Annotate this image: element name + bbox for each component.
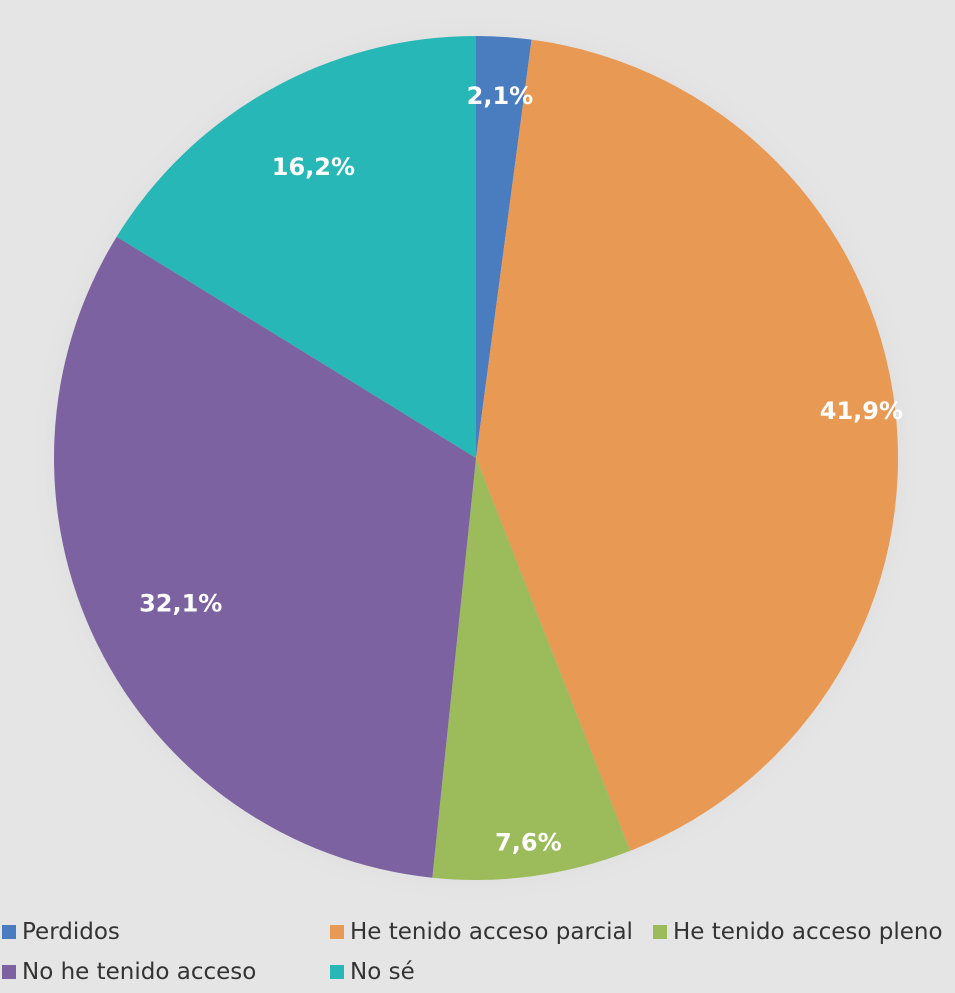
pie-slice-5	[116, 36, 477, 458]
legend-label: No sé	[350, 959, 415, 985]
pie-slice-2	[476, 39, 898, 851]
legend-swatch	[330, 965, 344, 979]
data-label-2: 41,9%	[820, 397, 903, 425]
data-label-1: 2,1%	[467, 82, 534, 110]
legend-label: He tenido acceso pleno	[673, 919, 943, 945]
data-label-3: 7,6%	[495, 829, 562, 857]
legend-swatch	[2, 925, 16, 939]
pie-slice-1	[476, 36, 532, 458]
legend-label: No he tenido acceso	[22, 959, 257, 985]
legend-item-no-acceso: No he tenido acceso	[2, 959, 256, 985]
pie-slice-3	[432, 458, 631, 880]
legend-label: Perdidos	[22, 919, 120, 945]
pie-slice-4	[53, 236, 476, 878]
legend-item-acceso-parcial: He tenido acceso parcial	[330, 919, 633, 945]
legend-label: He tenido acceso parcial	[350, 919, 633, 945]
pie-slices	[53, 36, 898, 880]
data-label-4: 32,1%	[139, 589, 222, 617]
legend-item-acceso-pleno: He tenido acceso pleno	[653, 919, 943, 945]
legend-swatch	[330, 925, 344, 939]
legend-item-no-se: No sé	[330, 959, 415, 985]
legend-swatch	[653, 925, 667, 939]
legend-item-perdidos: Perdidos	[2, 919, 120, 945]
pie-data-labels: 2,1% 41,9% 7,6% 32,1% 16,2%	[139, 82, 903, 857]
legend-swatch	[2, 965, 16, 979]
data-label-5: 16,2%	[272, 153, 355, 181]
